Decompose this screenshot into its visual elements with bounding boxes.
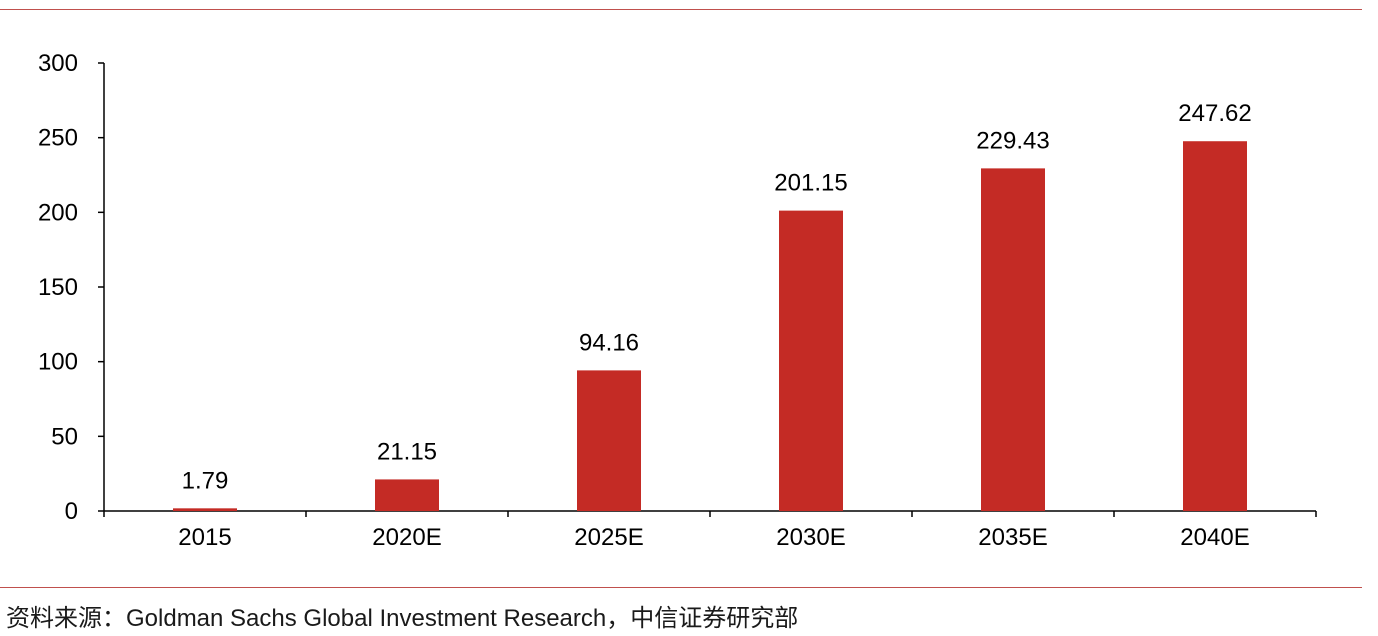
- bars: [173, 141, 1247, 512]
- y-axis: 0 50 100 150 200 250 300: [38, 50, 105, 525]
- y-tick-label: 200: [38, 199, 78, 226]
- bar-value-label: 247.62: [1178, 100, 1251, 127]
- y-tick-label: 50: [51, 423, 78, 450]
- source-note: 资料来源：Goldman Sachs Global Investment Res…: [6, 605, 799, 632]
- bar: [779, 210, 843, 511]
- bar-value-label: 1.79: [182, 467, 229, 494]
- top-rule: [0, 9, 1362, 10]
- bar: [1183, 141, 1247, 511]
- bar-value-label: 94.16: [579, 329, 639, 356]
- bar-value-label: 229.43: [976, 127, 1049, 154]
- bar-value-labels: 1.79 21.15 94.16 201.15 229.43 247.62: [182, 100, 1252, 494]
- bar-value-label: 21.15: [377, 438, 437, 465]
- x-axis: 2015 2020E 2025E 2030E 2035E 2040E: [103, 510, 1317, 551]
- y-tick-label: 250: [38, 125, 78, 152]
- x-tick-label: 2030E: [776, 524, 845, 551]
- bar: [375, 479, 439, 511]
- bar: [173, 508, 237, 511]
- y-tick-label: 300: [38, 50, 78, 77]
- x-tick-label: 2035E: [978, 524, 1047, 551]
- bottom-rule: [0, 587, 1362, 588]
- x-tick-label: 2025E: [574, 524, 643, 551]
- x-tick-label: 2020E: [372, 524, 441, 551]
- y-tick-label: 0: [65, 498, 78, 525]
- bar-value-label: 201.15: [774, 170, 847, 197]
- x-tick-label: 2015: [178, 524, 231, 551]
- x-tick-label: 2040E: [1180, 524, 1249, 551]
- bar: [981, 168, 1045, 512]
- y-tick-label: 100: [38, 349, 78, 376]
- bar: [577, 370, 641, 511]
- y-tick-label: 150: [38, 274, 78, 301]
